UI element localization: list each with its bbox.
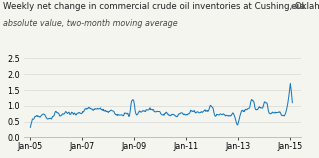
Text: Weekly net change in commercial crude oil inventories at Cushing, Oklahoma: Weekly net change in commercial crude oi… — [3, 2, 319, 11]
Text: eia: eia — [291, 2, 306, 11]
Text: absolute value, two-month moving average: absolute value, two-month moving average — [3, 19, 178, 28]
